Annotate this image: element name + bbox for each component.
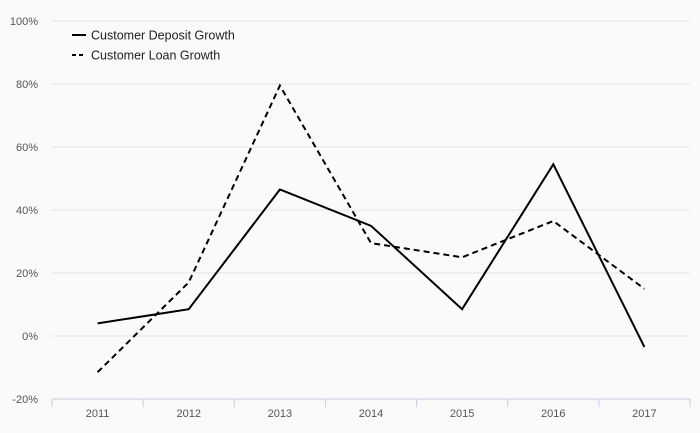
x-axis-labels: 2011 2012 2013 2014 2015 2016 2017	[86, 408, 657, 420]
y-axis-labels: -20% 0% 20% 40% 60% 80% 100%	[10, 16, 38, 406]
legend-label: Customer Deposit Growth	[91, 29, 235, 43]
legend: Customer Deposit Growth Customer Loan Gro…	[72, 29, 235, 63]
y-tick-label: 20%	[16, 268, 38, 280]
y-tick-label: 0%	[22, 331, 38, 343]
series-lines	[96, 83, 646, 373]
x-tick-label: 2013	[268, 408, 292, 420]
x-tick-label: 2015	[450, 408, 474, 420]
x-tick-label: 2017	[632, 408, 656, 420]
series-line-customer-loan-growth	[96, 83, 645, 373]
y-tick-label: 40%	[16, 205, 38, 217]
x-tick-label: 2014	[359, 408, 383, 420]
gridlines	[52, 20, 690, 337]
x-axis-ticks	[51, 399, 691, 407]
x-tick-label: 2011	[86, 408, 110, 420]
y-tick-label: 80%	[16, 79, 38, 91]
series-line-customer-deposit-growth	[97, 162, 646, 348]
x-tick-label: 2012	[176, 408, 200, 420]
y-tick-label: -20%	[12, 394, 38, 406]
legend-label: Customer Loan Growth	[91, 49, 220, 63]
y-tick-label: 60%	[16, 142, 38, 154]
x-tick-label: 2016	[541, 408, 565, 420]
y-tick-label: 100%	[10, 16, 38, 28]
